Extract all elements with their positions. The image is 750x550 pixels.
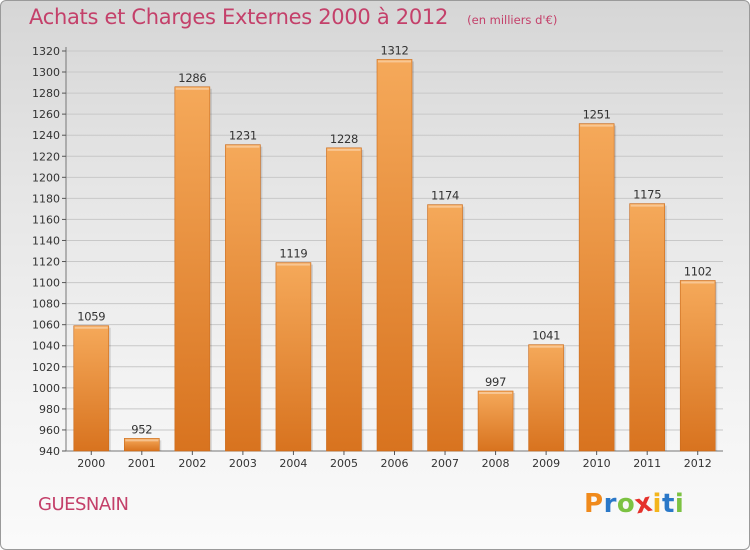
bar-highlight — [125, 439, 159, 442]
x-tick-label: 2007 — [431, 457, 459, 470]
y-tick-label: 980 — [39, 403, 60, 416]
y-tick-label: 1120 — [32, 256, 60, 269]
bar — [679, 280, 716, 452]
logo-letter: i — [674, 489, 685, 519]
y-tick-label: 1160 — [32, 213, 60, 226]
data-label: 1041 — [532, 329, 560, 343]
logo-letter: r — [603, 489, 617, 519]
x-tick-label: 2002 — [178, 457, 206, 470]
bar — [477, 390, 514, 452]
bar — [174, 86, 211, 452]
place-name: GUESNAIN — [38, 494, 129, 515]
y-tick-label: 940 — [39, 445, 60, 458]
bar-highlight — [327, 148, 361, 151]
x-tick-label: 2011 — [633, 457, 661, 470]
x-tick-label: 2008 — [482, 457, 510, 470]
x-tick-label: 2001 — [128, 457, 156, 470]
y-tick-label: 1280 — [32, 87, 60, 100]
data-labels: 1059 952 1286 1231 1119 1228 1312 1174 997 1041 12… — [77, 43, 712, 436]
y-tick-label: 1180 — [32, 192, 60, 205]
y-tick-label: 1260 — [32, 108, 60, 121]
bar — [629, 203, 665, 452]
bar — [528, 344, 564, 452]
x-tick-label: 2012 — [684, 457, 712, 470]
chart-title: Achats et Charges Externes 2000 à 2012 (… — [29, 5, 557, 29]
data-label: 1228 — [330, 132, 358, 146]
data-label: 997 — [485, 375, 506, 389]
bar — [427, 204, 463, 452]
data-label: 1251 — [583, 108, 611, 122]
y-tick-label: 1320 — [32, 45, 60, 58]
x-axis-ticks: 2000 2001 2002 2003 2004 2005 2006 2007 2008 2009… — [77, 451, 712, 470]
bar — [225, 144, 261, 452]
data-label: 952 — [131, 422, 152, 436]
y-tick-label: 1300 — [32, 66, 60, 79]
data-label: 1231 — [229, 129, 257, 143]
bar-highlight — [479, 392, 513, 394]
x-tick-label: 2010 — [583, 457, 611, 470]
data-label: 1175 — [633, 188, 661, 202]
bar-highlight — [529, 345, 563, 348]
bar-highlight — [428, 205, 462, 208]
data-label: 1059 — [77, 310, 105, 324]
y-tick-label: 1080 — [32, 298, 60, 311]
data-label: 1286 — [178, 71, 206, 85]
y-tick-label: 1140 — [32, 234, 60, 247]
y-tick-label: 1020 — [32, 361, 60, 374]
bar — [578, 123, 615, 452]
logo-letter: P — [584, 489, 604, 519]
bar-highlight — [681, 281, 715, 284]
logo-letter: i — [652, 489, 662, 519]
x-tick-label: 2009 — [532, 457, 560, 470]
chart-title-text: Achats et Charges Externes 2000 à 2012 — [29, 5, 449, 29]
x-tick-label: 2000 — [77, 457, 105, 470]
x-tick-label: 2005 — [330, 457, 358, 470]
y-tick-label: 1240 — [32, 129, 60, 142]
y-tick-label: 1040 — [32, 340, 60, 353]
bar — [376, 59, 413, 452]
data-label: 1119 — [279, 247, 307, 261]
y-tick-label: 1100 — [32, 277, 60, 290]
bar — [275, 262, 312, 452]
bar-highlight — [630, 204, 664, 207]
bar — [73, 325, 110, 452]
x-tick-label: 2004 — [279, 457, 307, 470]
bars — [73, 59, 718, 452]
y-tick-label: 960 — [39, 424, 60, 437]
logo-letter: t — [661, 489, 675, 519]
bar-highlight — [580, 124, 614, 127]
data-label: 1312 — [380, 43, 408, 57]
proxiti-logo: Proxiti — [584, 488, 685, 521]
y-tick-label: 1000 — [32, 382, 60, 395]
bar-highlight — [276, 263, 310, 266]
bar-highlight — [175, 87, 209, 90]
chart-unit: (en milliers d'€) — [467, 13, 558, 27]
y-tick-label: 1060 — [32, 319, 60, 332]
data-label: 1102 — [684, 264, 712, 278]
bar-highlight — [226, 145, 260, 148]
bar-highlight — [378, 60, 411, 63]
x-tick-label: 2003 — [229, 457, 257, 470]
bar-highlight — [74, 326, 108, 329]
data-label: 1174 — [431, 189, 459, 203]
bar — [326, 147, 362, 452]
y-axis-ticks: 940 960 980 1000 1020 1040 1060 1080 1100 1120 114… — [32, 45, 66, 458]
logo-letter: o — [616, 489, 636, 519]
y-tick-label: 1220 — [32, 150, 60, 163]
x-tick-label: 2006 — [381, 457, 409, 470]
y-tick-label: 1200 — [32, 171, 60, 184]
